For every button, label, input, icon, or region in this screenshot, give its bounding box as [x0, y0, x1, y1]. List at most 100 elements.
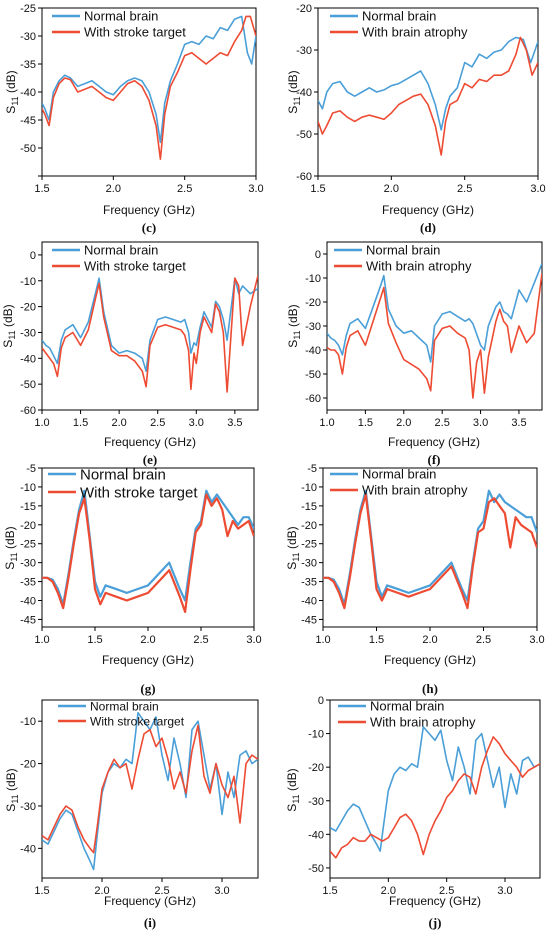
series-line-normal — [327, 263, 542, 363]
plot-frame — [329, 699, 541, 879]
x-axis-title: Frequency (GHz) — [102, 653, 194, 667]
x-tick-label: 2.0 — [422, 634, 437, 646]
y-axis-title: S11 (dB) — [4, 768, 20, 811]
panel-h: Frequency (GHz) S11 (dB) (h) 1.0 1.5 2.0 2.… — [285, 463, 545, 696]
panel-f: Frequency (GHz) S11 (dB) (f) 1.0 1.5 2.0 2.… — [286, 241, 543, 467]
y-tick-label: -40 — [301, 596, 317, 608]
y-tick-label: -60 — [20, 405, 36, 417]
series-line-normal — [42, 277, 258, 372]
x-tick-label: 1.5 — [369, 634, 384, 646]
x-axis-title: Frequency (GHz) — [384, 653, 476, 667]
panel-label: (j) — [429, 915, 442, 930]
series-line-normal — [42, 15, 256, 144]
y-tick-label: 0 — [30, 250, 36, 262]
x-tick-label: 3.0 — [529, 634, 544, 646]
legend-label: With brain atrophy — [362, 483, 468, 498]
panel-label: (e) — [143, 452, 157, 467]
panel-label: (h) — [422, 681, 438, 696]
series-line-target — [318, 36, 538, 156]
y-axis-title: S11 (dB) — [285, 526, 301, 569]
y-tick-label: -30 — [305, 321, 321, 333]
x-tick-label: 2.5 — [457, 183, 472, 195]
panel-label: (c) — [142, 220, 156, 235]
y-tick-label: -5 — [307, 463, 317, 475]
x-tick-label: 2.0 — [111, 417, 126, 429]
y-tick-label: -40 — [305, 345, 321, 357]
y-tick-label: -50 — [308, 863, 324, 875]
x-tick-label: 1.0 — [34, 417, 49, 429]
y-tick-label: -20 — [301, 520, 317, 532]
y-tick-label: -10 — [301, 482, 317, 494]
y-tick-label: -10 — [20, 276, 36, 288]
y-tick-label: -20 — [305, 297, 321, 309]
y-tick-label: -20 — [20, 759, 36, 771]
y-tick-label: -40 — [20, 596, 36, 608]
x-tick-label: 3.5 — [227, 417, 242, 429]
y-tick-label: -45 — [20, 614, 36, 626]
x-tick-label: 2.0 — [396, 417, 411, 429]
x-axis-title: Frequency (GHz) — [104, 435, 196, 449]
legend-label: With stroke target — [80, 484, 198, 501]
x-tick-label: 1.0 — [34, 634, 49, 646]
y-tick-label: -50 — [20, 379, 36, 391]
legend-label: Normal brain — [84, 9, 158, 24]
panel-e: Frequency (GHz) S11 (dB) (e) 1.0 1.5 2.0 2.… — [1, 241, 259, 467]
y-tick-label: -35 — [301, 577, 317, 589]
panel-d: Frequency (GHz) S11 (dB) (d) 1.5 2.0 2.5 3.… — [286, 3, 546, 235]
x-tick-label: 2.5 — [193, 634, 208, 646]
y-tick-label: -45 — [20, 115, 36, 127]
x-tick-label: 2.0 — [140, 634, 155, 646]
x-axis-title: Frequency (GHz) — [104, 894, 196, 908]
x-tick-label: 1.5 — [34, 885, 49, 897]
y-tick-label: 0 — [318, 695, 324, 707]
x-tick-label: 2.5 — [150, 417, 165, 429]
x-axis-title: Frequency (GHz) — [388, 435, 480, 449]
x-tick-label: 1.5 — [310, 183, 325, 195]
y-tick-label: -30 — [296, 45, 312, 57]
y-tick-label: -60 — [296, 171, 312, 183]
y-tick-label: -5 — [26, 463, 36, 475]
x-tick-label: 3.0 — [497, 885, 512, 897]
x-tick-label: 2.0 — [384, 183, 399, 195]
y-tick-label: -20 — [296, 3, 312, 15]
legend-label: Normal brain — [80, 466, 166, 483]
x-axis-title: Frequency (GHz) — [103, 203, 195, 217]
y-tick-label: -20 — [20, 520, 36, 532]
y-tick-label: -25 — [20, 539, 36, 551]
panel-j: Frequency (GHz) S11 (dB) (j) 1.5 2.0 2.5 3.… — [285, 695, 541, 930]
y-tick-label: -20 — [308, 762, 324, 774]
legend-label: Normal brain — [366, 243, 440, 258]
legend-label: Normal brain — [370, 699, 444, 714]
y-axis-title: S11 (dB) — [286, 304, 302, 347]
y-tick-label: -20 — [20, 302, 36, 314]
series-line-normal — [330, 726, 540, 852]
x-tick-label: 1.5 — [358, 417, 373, 429]
x-tick-label: 3.5 — [511, 417, 526, 429]
x-tick-label: 2.5 — [476, 634, 491, 646]
y-tick-label: -50 — [305, 369, 321, 381]
y-tick-label: -35 — [20, 59, 36, 71]
y-tick-label: -30 — [20, 31, 36, 43]
y-axis-title: S11 (dB) — [1, 304, 17, 347]
series-line-target — [42, 493, 254, 613]
legend-label: With stroke target — [90, 714, 185, 728]
y-axis-title: S11 (dB) — [4, 70, 20, 113]
y-axis-title: S11 (dB) — [3, 526, 19, 569]
panel-g: Frequency (GHz) S11 (dB) (g) 1.0 1.5 2.0 2.… — [3, 463, 262, 696]
x-tick-label: 2.5 — [439, 885, 454, 897]
x-tick-label: 3.0 — [473, 417, 488, 429]
series-line-target — [42, 724, 258, 854]
x-tick-label: 3.0 — [189, 417, 204, 429]
legend-label: With brain atrophy — [362, 25, 468, 40]
y-tick-label: -15 — [301, 501, 317, 513]
panel-i: Frequency (GHz) S11 (dB) (i) 1.5 2.0 2.5 3.… — [4, 699, 259, 930]
y-tick-label: -50 — [20, 143, 36, 155]
x-tick-label: 3.0 — [530, 183, 545, 195]
legend-label: Normal brain — [84, 243, 158, 258]
y-tick-label: -10 — [305, 273, 321, 285]
legend-label: With stroke target — [84, 259, 186, 274]
y-tick-label: -30 — [20, 801, 36, 813]
y-tick-label: -60 — [305, 393, 321, 405]
x-tick-label: 2.5 — [177, 183, 192, 195]
